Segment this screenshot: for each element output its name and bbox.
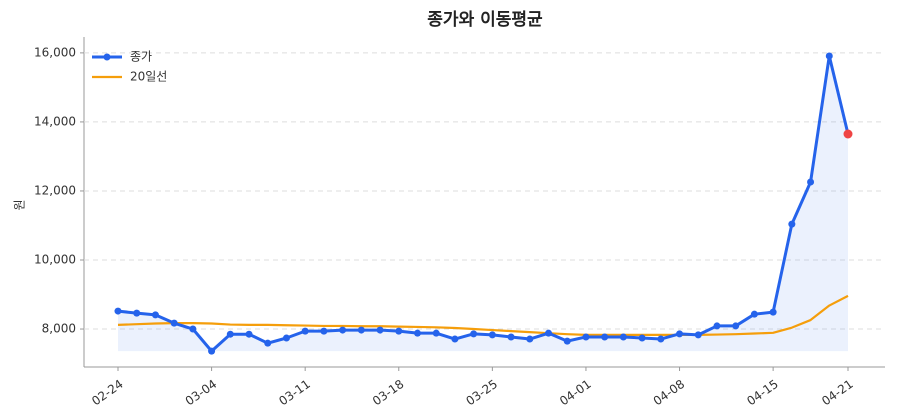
line [117,54,850,353]
point [395,327,403,335]
point [301,327,309,335]
y-tick-label: 10,000 [34,252,76,266]
x-tick-label: 04-08 [651,377,688,408]
point [451,335,459,343]
line [117,294,849,336]
point [657,335,665,343]
point [488,331,496,339]
point [507,333,515,341]
point [114,307,122,315]
x-tick-label: 03-11 [276,377,313,408]
point [470,330,478,338]
point [133,309,141,317]
point [170,319,178,327]
point [264,339,272,347]
point [563,337,571,345]
point [339,326,347,334]
last-point [843,129,853,139]
chart-title: 종가와 이동평균 [427,10,543,30]
legend-label: 종가 [130,50,152,64]
area-fill [118,55,848,352]
point [694,331,702,339]
point [582,333,590,341]
x-tick-label: 03-25 [463,377,500,408]
point [432,329,440,337]
point [357,326,365,334]
point [769,308,777,316]
y-axis-label: 원 [13,199,27,210]
point [638,334,646,342]
x-tick-label: 03-04 [183,377,220,408]
point [750,310,758,318]
point [413,329,421,337]
point [226,330,234,338]
point [376,326,384,334]
x-tick-label: 02-24 [89,377,126,408]
point [526,335,534,343]
point [676,330,684,338]
y-tick-label: 8,000 [42,322,76,336]
x-tick-label: 04-01 [557,377,594,408]
legend-marker [103,53,111,61]
point [713,322,721,330]
x-tick-label: 04-21 [819,377,856,408]
point [601,333,609,341]
point [320,327,328,335]
x-tick-label: 03-18 [370,377,407,408]
point [545,329,553,337]
point [282,334,290,342]
legend-label: 20일선 [130,70,167,84]
point [825,52,833,60]
y-tick-label: 14,000 [34,114,76,128]
point [619,333,627,341]
point [245,330,253,338]
point [788,220,796,228]
point [151,311,159,319]
y-tick-label: 12,000 [34,183,76,197]
x-tick-label: 04-15 [744,377,781,408]
point [807,178,815,186]
point [732,322,740,330]
point [189,325,197,333]
point [208,347,216,355]
y-tick-label: 16,000 [34,45,76,59]
